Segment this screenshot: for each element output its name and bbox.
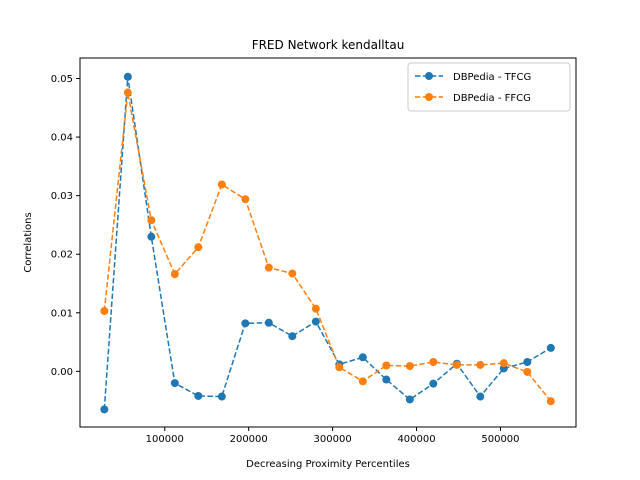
- data-point: [288, 269, 297, 278]
- data-point: [147, 232, 156, 241]
- x-axis: 100000 200000 300000 400000 500000: [146, 427, 520, 445]
- data-point: [311, 304, 320, 313]
- y-tick-label: 0.04: [51, 133, 73, 144]
- data-point: [335, 363, 344, 372]
- series-2: [100, 88, 555, 406]
- plot-frame: [79, 57, 577, 428]
- y-tick-label: 0.03: [51, 191, 73, 202]
- data-point: [546, 343, 555, 352]
- y-tick-label: 0.05: [51, 74, 73, 85]
- data-point: [405, 362, 414, 371]
- data-point: [100, 405, 109, 414]
- data-point: [217, 392, 226, 401]
- data-point: [147, 216, 156, 225]
- data-point: [217, 180, 226, 189]
- data-point: [264, 263, 273, 272]
- data-point: [546, 397, 555, 406]
- legend-marker: [425, 72, 433, 80]
- data-point: [123, 88, 132, 97]
- plot-area: [79, 57, 577, 428]
- legend-label: DBPedia - TFCG: [453, 72, 531, 83]
- data-point: [358, 353, 367, 362]
- data-point: [452, 360, 461, 369]
- series-line: [103, 76, 552, 410]
- x-tick-label: 200000: [230, 434, 268, 445]
- x-tick-label: 100000: [146, 434, 184, 445]
- y-tick-label: 0.00: [51, 367, 73, 378]
- data-point: [429, 357, 438, 366]
- data-point: [241, 319, 250, 328]
- data-point: [358, 377, 367, 386]
- data-point: [476, 360, 485, 369]
- data-point: [476, 392, 485, 401]
- data-point: [523, 367, 532, 376]
- x-tick-label: 500000: [481, 434, 519, 445]
- data-point: [288, 332, 297, 341]
- x-tick-label: 300000: [314, 434, 352, 445]
- y-tick-label: 0.02: [51, 250, 73, 261]
- data-point: [311, 317, 320, 326]
- data-point: [194, 243, 203, 252]
- data-point: [100, 307, 109, 316]
- data-point: [194, 391, 203, 400]
- data-point: [405, 395, 414, 404]
- data-point: [382, 375, 391, 384]
- data-point: [123, 72, 132, 81]
- data-point: [170, 270, 179, 279]
- series-layer: [100, 72, 555, 414]
- chart-title: FRED Network kendalltau: [252, 38, 405, 52]
- data-point: [264, 318, 273, 327]
- y-tick-label: 0.01: [51, 308, 73, 319]
- legend-box: [407, 62, 571, 112]
- data-point: [499, 359, 508, 368]
- data-point: [429, 379, 438, 388]
- legend-label: DBPedia - FFCG: [453, 93, 531, 104]
- data-point: [523, 357, 532, 366]
- x-axis-label: Decreasing Proximity Percentiles: [246, 459, 410, 470]
- y-axis: 0.00 0.01 0.02 0.03 0.04 0.05: [51, 74, 80, 378]
- x-tick-label: 400000: [397, 434, 435, 445]
- legend-marker: [425, 93, 433, 101]
- data-point: [170, 379, 179, 388]
- y-axis-label: Correlations: [23, 212, 34, 272]
- data-point: [241, 195, 250, 204]
- data-point: [382, 361, 391, 370]
- legend: DBPedia - TFCG DBPedia - FFCG: [407, 62, 571, 112]
